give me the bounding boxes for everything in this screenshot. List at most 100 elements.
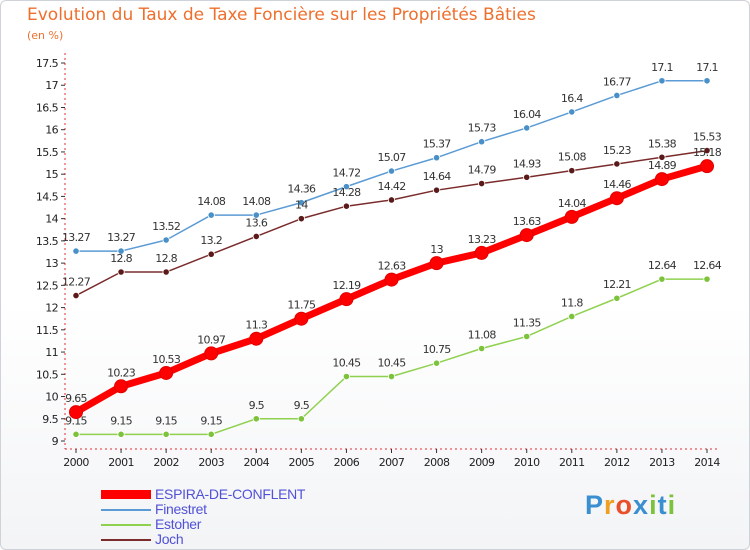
data-point bbox=[613, 294, 621, 302]
data-point bbox=[387, 372, 396, 381]
data-point bbox=[117, 247, 125, 255]
legend-label: Joch bbox=[155, 531, 184, 547]
data-point bbox=[387, 196, 396, 204]
legend-label: Finestret bbox=[155, 501, 207, 517]
data-point bbox=[69, 405, 83, 420]
data-point bbox=[207, 211, 215, 219]
y-tick-label: 12.5 bbox=[36, 279, 59, 292]
data-point bbox=[252, 232, 260, 241]
data-label: 15.08 bbox=[558, 151, 587, 164]
data-label: 15.07 bbox=[378, 151, 407, 164]
y-tick-label: 15 bbox=[45, 168, 58, 181]
data-label: 16.4 bbox=[561, 92, 583, 105]
legend-swatch bbox=[101, 490, 151, 499]
proxiti-logo: Proxiti bbox=[585, 490, 676, 521]
data-point bbox=[114, 379, 129, 394]
data-label: 11.75 bbox=[287, 299, 316, 312]
data-point bbox=[72, 247, 80, 255]
data-point bbox=[117, 268, 125, 276]
x-tick-label: 2006 bbox=[334, 456, 360, 469]
data-point bbox=[387, 167, 396, 175]
data-label: 12.19 bbox=[332, 279, 361, 292]
data-point bbox=[297, 215, 305, 223]
data-label: 9.15 bbox=[65, 414, 87, 427]
data-label: 12.27 bbox=[62, 276, 91, 289]
y-tick-label: 17 bbox=[45, 79, 58, 92]
data-label: 10.97 bbox=[197, 333, 226, 346]
data-label: 15.53 bbox=[693, 131, 722, 144]
data-point bbox=[703, 147, 711, 155]
data-label: 10.45 bbox=[378, 357, 407, 370]
data-point bbox=[568, 108, 576, 116]
y-tick-label: 10 bbox=[45, 391, 58, 404]
data-point bbox=[432, 359, 441, 367]
x-tick-label: 2002 bbox=[153, 456, 179, 469]
x-tick-label: 2008 bbox=[424, 456, 450, 469]
data-label: 14.46 bbox=[603, 178, 632, 191]
y-tick-label: 14 bbox=[45, 213, 58, 226]
logo-letter: o bbox=[615, 490, 634, 520]
y-tick-label: 10.5 bbox=[36, 368, 59, 381]
data-label: 14.72 bbox=[332, 167, 360, 180]
data-point bbox=[117, 430, 125, 438]
data-point bbox=[478, 138, 486, 146]
data-label: 10.23 bbox=[107, 366, 136, 379]
logo-letter: r bbox=[604, 490, 616, 520]
data-label: 13 bbox=[430, 243, 443, 256]
data-label: 14.89 bbox=[648, 159, 677, 172]
data-label: 14.28 bbox=[332, 186, 361, 199]
data-label: 14.79 bbox=[468, 164, 497, 177]
data-point bbox=[432, 186, 441, 194]
data-point bbox=[523, 124, 531, 132]
data-label: 15.18 bbox=[693, 146, 722, 159]
data-point bbox=[700, 159, 714, 174]
data-label: 12.21 bbox=[603, 278, 631, 291]
x-tick-label: 2007 bbox=[379, 456, 405, 469]
data-label: 14.42 bbox=[378, 180, 406, 193]
legend-swatch bbox=[101, 509, 151, 511]
data-label: 9.15 bbox=[155, 414, 177, 427]
x-tick-label: 2013 bbox=[649, 456, 675, 469]
data-label: 13.52 bbox=[152, 220, 180, 233]
legend-label: ESPIRA-DE-CONFLENT bbox=[155, 486, 306, 502]
data-label: 14 bbox=[295, 199, 308, 212]
data-point bbox=[654, 172, 669, 187]
data-label: 10.45 bbox=[332, 357, 361, 370]
y-tick-label: 9.5 bbox=[42, 413, 58, 426]
data-point bbox=[297, 199, 305, 207]
logo-letter: x bbox=[633, 490, 650, 520]
data-point bbox=[523, 173, 531, 181]
data-label: 13.23 bbox=[468, 233, 497, 246]
x-tick-label: 2004 bbox=[243, 456, 269, 469]
data-point bbox=[613, 160, 621, 168]
data-point bbox=[342, 372, 351, 381]
data-point bbox=[564, 209, 579, 224]
data-label: 11.08 bbox=[468, 329, 497, 342]
x-tick-label: 2010 bbox=[514, 456, 540, 469]
data-label: 15.37 bbox=[423, 138, 452, 151]
data-point bbox=[342, 202, 351, 210]
data-point bbox=[207, 430, 215, 438]
logo-letter: t bbox=[657, 490, 668, 520]
y-tick-label: 17.5 bbox=[36, 57, 59, 70]
x-tick-label: 2003 bbox=[198, 456, 224, 469]
y-tick-label: 9 bbox=[52, 435, 59, 448]
data-label: 15.73 bbox=[468, 122, 497, 135]
y-tick-label: 15.5 bbox=[36, 146, 59, 159]
data-point bbox=[207, 250, 215, 258]
data-label: 16.77 bbox=[603, 75, 632, 88]
data-point bbox=[384, 272, 399, 287]
data-label: 13.27 bbox=[62, 231, 91, 244]
data-point bbox=[568, 312, 576, 321]
data-point bbox=[658, 153, 666, 161]
data-point bbox=[703, 77, 711, 85]
data-label: 12.8 bbox=[155, 252, 177, 265]
data-label: 11.8 bbox=[561, 296, 583, 309]
data-point bbox=[523, 332, 531, 341]
logo-letter: i bbox=[649, 490, 658, 520]
data-label: 14.08 bbox=[242, 195, 271, 208]
data-label: 16.04 bbox=[513, 108, 542, 121]
data-label: 11.35 bbox=[513, 316, 542, 329]
legend-label: Estoher bbox=[155, 516, 202, 532]
